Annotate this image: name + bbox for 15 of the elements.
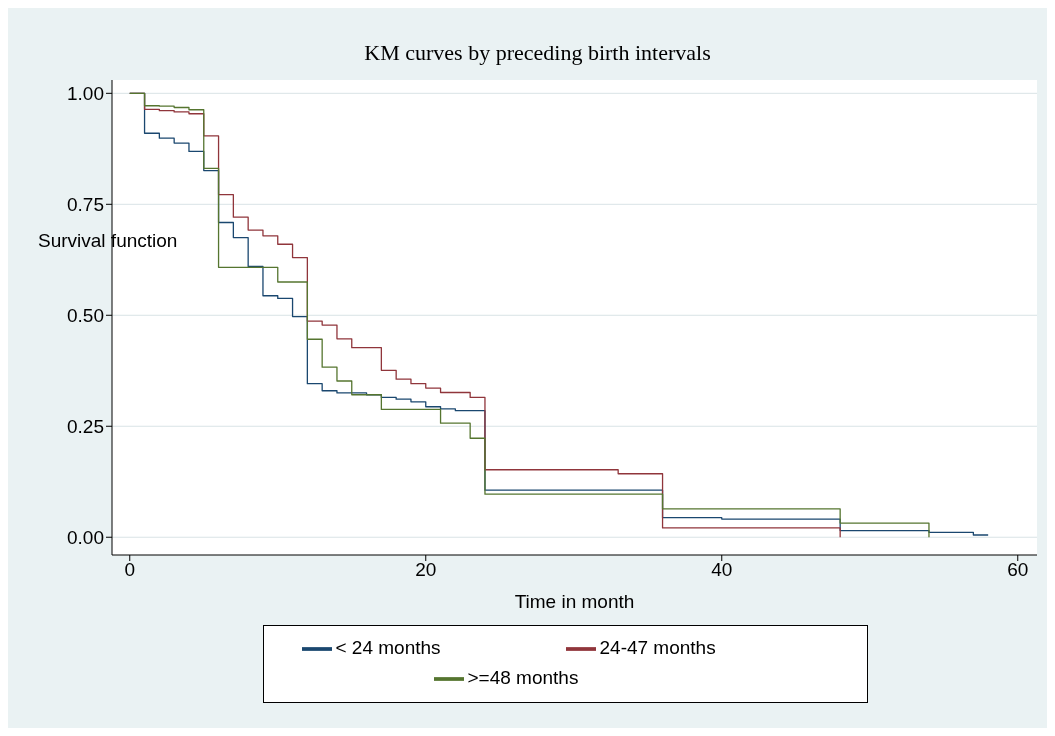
x-tick-label: 0: [124, 559, 136, 581]
x-axis-title: Time in month: [514, 591, 635, 612]
y-tick-label: 1.00: [67, 83, 104, 105]
x-tick-label: 20: [415, 559, 437, 581]
x-tick-label: 40: [711, 559, 733, 581]
y-tick-label: 0.75: [67, 194, 104, 216]
y-tick-label: 0.50: [67, 305, 104, 327]
legend-label: < 24 months: [335, 637, 442, 660]
y-tick-label: 0.25: [67, 416, 104, 438]
legend-label: 24-47 months: [599, 637, 717, 660]
y-axis-title: Survival function: [38, 230, 178, 252]
y-tick-label: 0.00: [67, 526, 104, 548]
x-tick-label: 60: [1007, 559, 1029, 581]
chart-title: KM curves by preceding birth intervals: [363, 40, 712, 66]
legend-label: >=48 months: [467, 667, 580, 690]
